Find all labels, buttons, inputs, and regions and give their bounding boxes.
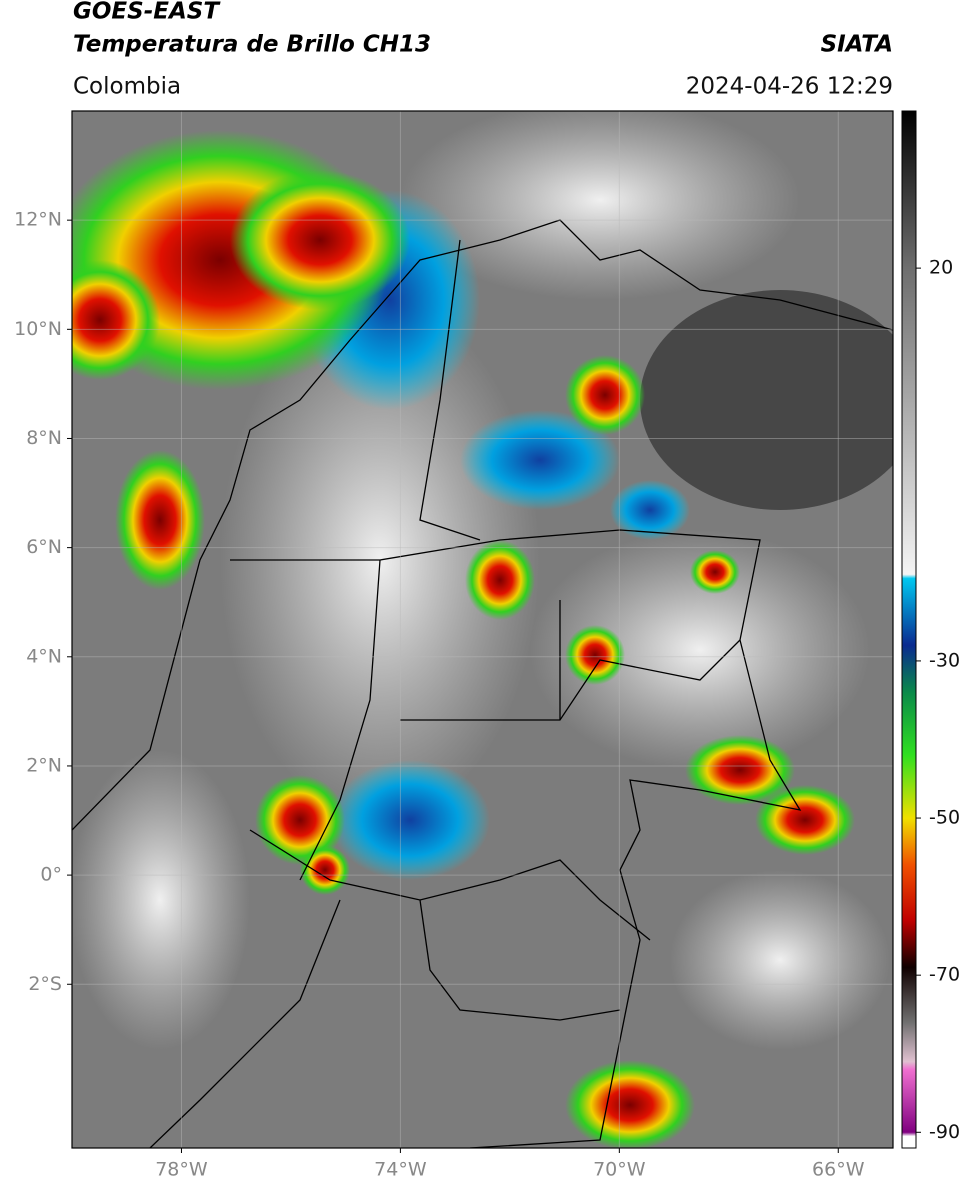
y-tick-label: 10°N	[14, 318, 62, 340]
y-tick-label: 12°N	[14, 209, 62, 231]
y-tick-label: 2°N	[26, 754, 62, 776]
colorbar	[901, 110, 917, 1149]
colorbar-tick-label: -30	[929, 649, 960, 671]
y-tick-label: 0°	[40, 864, 62, 886]
satellite-image	[72, 111, 893, 1148]
y-tick-label: 6°N	[26, 536, 62, 558]
colorbar-tick-label: -70	[929, 964, 960, 986]
x-tick-label: 78°W	[155, 1159, 208, 1181]
x-tick-label: 70°W	[593, 1159, 646, 1181]
colorbar-tick-label: 20	[929, 257, 953, 279]
x-tick-label: 66°W	[812, 1159, 865, 1181]
colorbar-tick-label: -50	[929, 807, 960, 829]
y-tick-label: 2°S	[28, 973, 62, 995]
colorbar-tick-label: -90	[929, 1121, 960, 1143]
title: GOES-EAST	[73, 0, 221, 25]
y-tick-label: 8°N	[26, 427, 62, 449]
region: Colombia	[73, 74, 181, 100]
source: SIATA	[821, 32, 893, 58]
graticule	[72, 111, 893, 1148]
x-tick-label: 74°W	[374, 1159, 427, 1181]
y-tick-label: 4°N	[26, 645, 62, 667]
map-frame	[71, 110, 894, 1149]
datetime: 2024-04-26 12:29	[686, 74, 893, 100]
subtitle: Temperatura de Brillo CH13	[73, 32, 431, 58]
